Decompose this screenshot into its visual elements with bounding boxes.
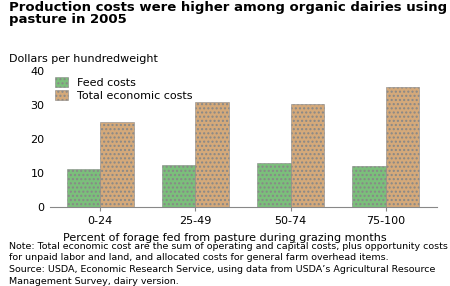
Text: Note: Total economic cost are the sum of operating and capital costs, plus oppor: Note: Total economic cost are the sum of… — [9, 242, 448, 286]
Bar — [352, 166, 386, 207]
Bar — [100, 122, 134, 207]
Text: Dollars per hundredweight: Dollars per hundredweight — [9, 54, 158, 64]
Text: Percent of forage fed from pasture during grazing months: Percent of forage fed from pasture durin… — [63, 233, 387, 243]
Text: pasture in 2005: pasture in 2005 — [9, 13, 127, 26]
Text: Production costs were higher among organic dairies using the most: Production costs were higher among organ… — [9, 1, 450, 14]
Bar — [291, 104, 324, 207]
Bar — [195, 102, 229, 207]
Bar — [257, 163, 291, 207]
Bar — [386, 87, 419, 207]
Legend: Feed costs, Total economic costs: Feed costs, Total economic costs — [55, 77, 193, 101]
Bar — [67, 169, 100, 207]
Bar — [162, 164, 195, 207]
